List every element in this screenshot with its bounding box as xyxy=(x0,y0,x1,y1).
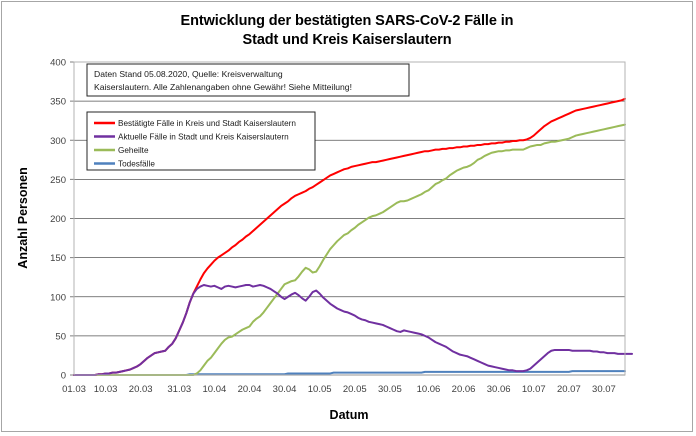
x-axis-tick-labels: 01.03 10.03 20.03 31.03 10.04 20.04 30.04 10.05… xyxy=(62,384,616,395)
x-axis-title: Datum xyxy=(330,408,369,422)
chart-title-line-2: Stadt und Kreis Kaiserslautern xyxy=(242,32,452,48)
y-axis-title: Anzahl Personen xyxy=(16,167,30,268)
legend-label: Aktuelle Fälle in Stadt und Kreis Kaiser… xyxy=(118,133,289,142)
y-axis-tick-label: 250 xyxy=(50,175,66,186)
note-line-2: Kaiserslautern. Alle Zahlenangaben ohne … xyxy=(94,82,352,92)
y-axis-tick-label: 200 xyxy=(50,214,66,225)
x-axis-tick-label: 20.04 xyxy=(238,384,262,395)
x-axis-tick-label: 20.07 xyxy=(557,384,581,395)
data-source-note: Daten Stand 05.08.2020, Quelle: Kreisver… xyxy=(86,63,410,97)
chart-title: Entwicklung der bestätigten SARS-CoV-2 F… xyxy=(2,12,692,50)
x-axis-tick-label: 30.06 xyxy=(487,384,511,395)
legend-label: Geheilte xyxy=(118,146,149,155)
chart-legend[interactable]: Bestätigte Fälle in Kreis und Stadt Kais… xyxy=(86,111,316,171)
x-axis-tick-label: 01.03 xyxy=(62,384,86,395)
x-axis-tick-label: 10.04 xyxy=(202,384,226,395)
chart-title-line-1: Entwicklung der bestätigten SARS-CoV-2 F… xyxy=(180,13,514,29)
y-axis-tick-labels: 0 50 100 150 200 250 300 350 400 xyxy=(50,58,66,382)
note-box-background xyxy=(86,63,410,97)
y-axis-tick-label: 0 xyxy=(61,371,66,382)
legend-label: Todesfälle xyxy=(118,160,155,169)
y-axis-tick-label: 350 xyxy=(50,97,66,108)
x-axis-tick-label: 10.07 xyxy=(522,384,546,395)
x-axis-tick-label: 20.06 xyxy=(452,384,476,395)
x-axis-tick-label: 10.06 xyxy=(417,384,441,395)
legend-entries: Bestätigte Fälle in Kreis und Stadt Kais… xyxy=(94,119,296,169)
note-line-1: Daten Stand 05.08.2020, Quelle: Kreisver… xyxy=(94,69,283,79)
x-axis-tick-label: 30.05 xyxy=(378,384,402,395)
x-axis-tick-label: 30.04 xyxy=(273,384,297,395)
x-axis-tick-label: 30.07 xyxy=(592,384,616,395)
plot-area-border xyxy=(73,61,626,376)
legend-label: Bestätigte Fälle in Kreis und Stadt Kais… xyxy=(118,119,296,128)
y-axis-tick-label: 50 xyxy=(55,331,66,342)
x-axis-tick-label: 10.05 xyxy=(308,384,332,395)
x-axis-tick-label: 10.03 xyxy=(94,384,118,395)
y-axis-tick-label: 400 xyxy=(50,58,66,69)
y-axis-tick-label: 150 xyxy=(50,253,66,264)
x-axis-tick-label: 20.03 xyxy=(129,384,153,395)
x-axis-tick-label: 20.05 xyxy=(343,384,367,395)
y-axis-tick-label: 300 xyxy=(50,136,66,147)
y-axis-tick-label: 100 xyxy=(50,292,66,303)
gridlines xyxy=(70,61,625,376)
legend-background xyxy=(86,111,316,171)
series-line xyxy=(73,284,634,376)
x-axis-tick-label: 31.03 xyxy=(167,384,191,395)
